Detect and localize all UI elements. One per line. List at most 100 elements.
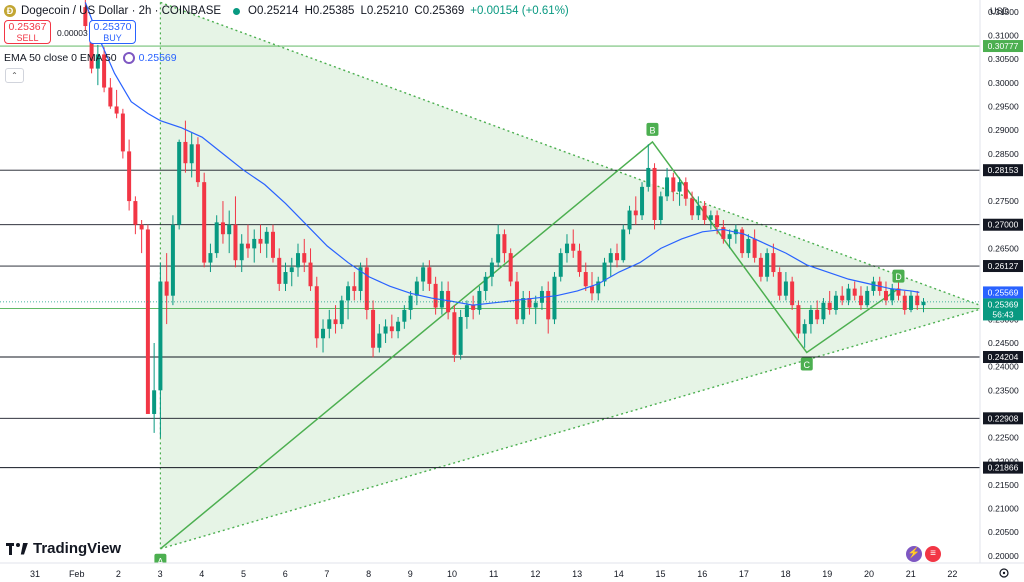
candle-body [145,229,150,414]
symbol-header[interactable]: Ð Dogecoin / US Dollar · 2h · COINBASE O… [4,3,569,19]
bolt-icon[interactable]: ⚡ [906,546,922,562]
candle-body [852,288,857,296]
x-tick-label-9: 9 [408,569,413,579]
candle-body [796,305,801,334]
sell-button[interactable]: 0.25367 SELL [4,20,51,44]
candle-60 [458,309,463,360]
ema-price-label-bg [983,286,1023,299]
market-open-dot-icon [233,7,241,15]
candle-39 [327,309,332,339]
candle-body [245,243,250,249]
candle-body [602,262,607,282]
level-label-bg [983,351,1023,364]
candle-body [646,167,651,187]
candle-105 [740,227,745,258]
candle-72 [533,295,538,325]
candle-body [202,182,207,263]
candle-65 [489,257,494,287]
tradingview-logo-icon [6,542,28,555]
ema-legend[interactable]: EMA 50 close 0 EMA 50 0.25569 [4,52,177,64]
us-flag-icon[interactable]: ≡ [925,546,941,562]
candle-body [170,224,175,296]
candle-116 [808,305,813,334]
candle-timer-label: 56:43 [992,309,1014,319]
y-tick-label-15: 0.21500 [988,480,1019,490]
candle-21 [214,215,219,258]
candle-body [396,321,401,332]
candle-88 [633,196,638,225]
candle-body [289,267,294,273]
pattern-point-badge [892,269,905,283]
candle-67 [502,229,507,263]
candle-28 [258,224,263,254]
candle-83 [602,257,607,287]
level-label-bg [983,461,1023,474]
candle-body [371,309,376,348]
candle-body [277,257,282,284]
tradingview-logo[interactable]: TradingView [6,540,121,557]
y-tick-label-3: 0.30000 [988,78,1019,88]
candle-26 [245,224,250,258]
candle-80 [583,262,588,291]
bottom-right-icons: ⚡ ≡ [906,546,944,562]
candle-body [127,151,132,202]
candle-body [777,272,782,296]
candle-body [421,267,426,282]
candle-body [677,182,682,192]
candle-64 [483,272,488,301]
candle-body [802,324,807,334]
ema-settings-icon[interactable] [122,52,135,64]
candle-87 [627,205,632,235]
candle-body [708,215,713,220]
candle-body [433,283,438,308]
level-label-bg [983,218,1023,231]
candle-74 [546,281,551,334]
candle-126 [871,276,876,296]
candle-body [296,253,301,268]
pattern-point-b: B [646,122,659,136]
candle-107 [752,229,757,263]
level-label-text: 0.24204 [988,352,1019,362]
x-tick-label-22: 22 [947,569,957,579]
candle-132 [909,290,913,313]
candle-59 [452,305,457,362]
candle-94 [671,172,676,202]
candle-79 [577,243,582,277]
candle-6 [120,108,125,159]
candle-body [471,305,476,310]
candle-body [258,238,263,244]
candle-71 [527,290,532,315]
y-tick-label-6: 0.28500 [988,149,1019,159]
candle-body [808,309,813,325]
y-tick-label-12: 0.23500 [988,385,1019,395]
candle-body [164,281,169,296]
dogecoin-coin-icon: Ð [4,5,16,17]
candle-body [883,290,888,301]
candle-body [815,309,820,320]
candle-body [389,326,394,332]
chart-settings-icon [999,568,1009,578]
y-tick-label-0: 0.31500 [988,7,1019,17]
candle-body [615,253,620,261]
candle-96 [683,177,688,206]
candle-body [721,227,726,239]
candle-112 [783,272,788,301]
buy-button[interactable]: 0.25370 BUY [89,20,136,44]
candle-body [214,222,219,254]
level-label-bg [983,40,1023,53]
candle-body [364,267,369,310]
pattern-point-label: A [157,556,163,566]
chevron-up-icon[interactable]: ⌃ [5,68,24,83]
candle-body [702,205,707,220]
x-tick-label-10: 10 [447,569,457,579]
candle-body [752,238,757,258]
candle-body [758,257,763,277]
candle-20 [208,243,213,273]
candle-body [189,144,194,164]
ohlc-change: +0.00154 (+0.61%) [470,5,569,17]
candle-125 [865,286,870,308]
symbol-title[interactable]: Dogecoin / US Dollar · 2h · COINBASE [21,5,222,17]
candle-body [133,201,138,225]
x-tick-label-14: 14 [614,569,624,579]
